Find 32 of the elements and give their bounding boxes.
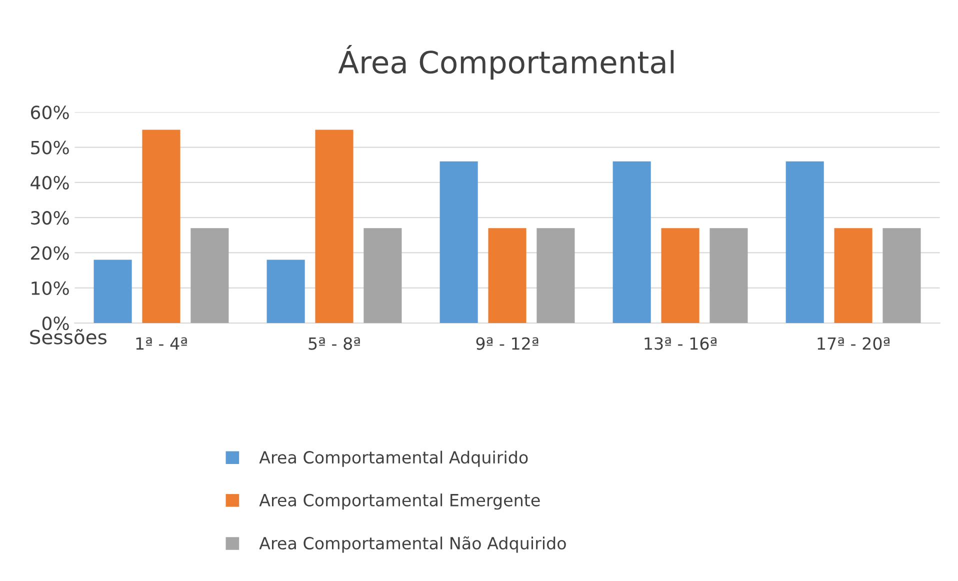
x-tick-label: 1ª - 4ª xyxy=(136,337,187,350)
bar xyxy=(364,228,402,324)
x-tick-label: 9ª - 12ª xyxy=(476,337,538,350)
chart-title: Área Comportamental xyxy=(338,44,674,80)
legend-label: Area Comportamental Emergente xyxy=(259,494,540,510)
bar xyxy=(786,161,824,324)
x-tick-label: 17ª - 20ª xyxy=(818,337,890,350)
bar xyxy=(440,161,478,324)
legend-label: Area Comportamental Adquirido xyxy=(259,450,528,467)
x-tick-label: 5ª - 8ª xyxy=(308,337,360,350)
bar xyxy=(834,228,872,324)
bar xyxy=(266,260,305,324)
y-tick-label: 50% xyxy=(31,140,69,154)
y-tick-label: 60% xyxy=(30,106,69,120)
y-tick-label: 0% xyxy=(42,316,69,330)
x-tick-label: 13ª - 16ª xyxy=(644,337,717,350)
bar xyxy=(536,228,575,324)
bar xyxy=(612,161,651,324)
y-tick-label: 10% xyxy=(32,281,69,295)
bar xyxy=(488,228,526,324)
bar xyxy=(710,228,748,324)
y-tick-label: 20% xyxy=(31,246,69,260)
legend-label: Area Comportamental Não Adquirido xyxy=(259,536,566,553)
bar xyxy=(142,130,180,324)
bar xyxy=(661,228,700,324)
x-axis-title: Sessões xyxy=(30,329,106,344)
bar xyxy=(94,260,132,324)
y-tick-label: 30% xyxy=(31,211,69,225)
y-tick-label: 40% xyxy=(30,176,69,190)
bar xyxy=(882,228,921,324)
bar xyxy=(190,228,229,324)
bar xyxy=(315,130,354,324)
